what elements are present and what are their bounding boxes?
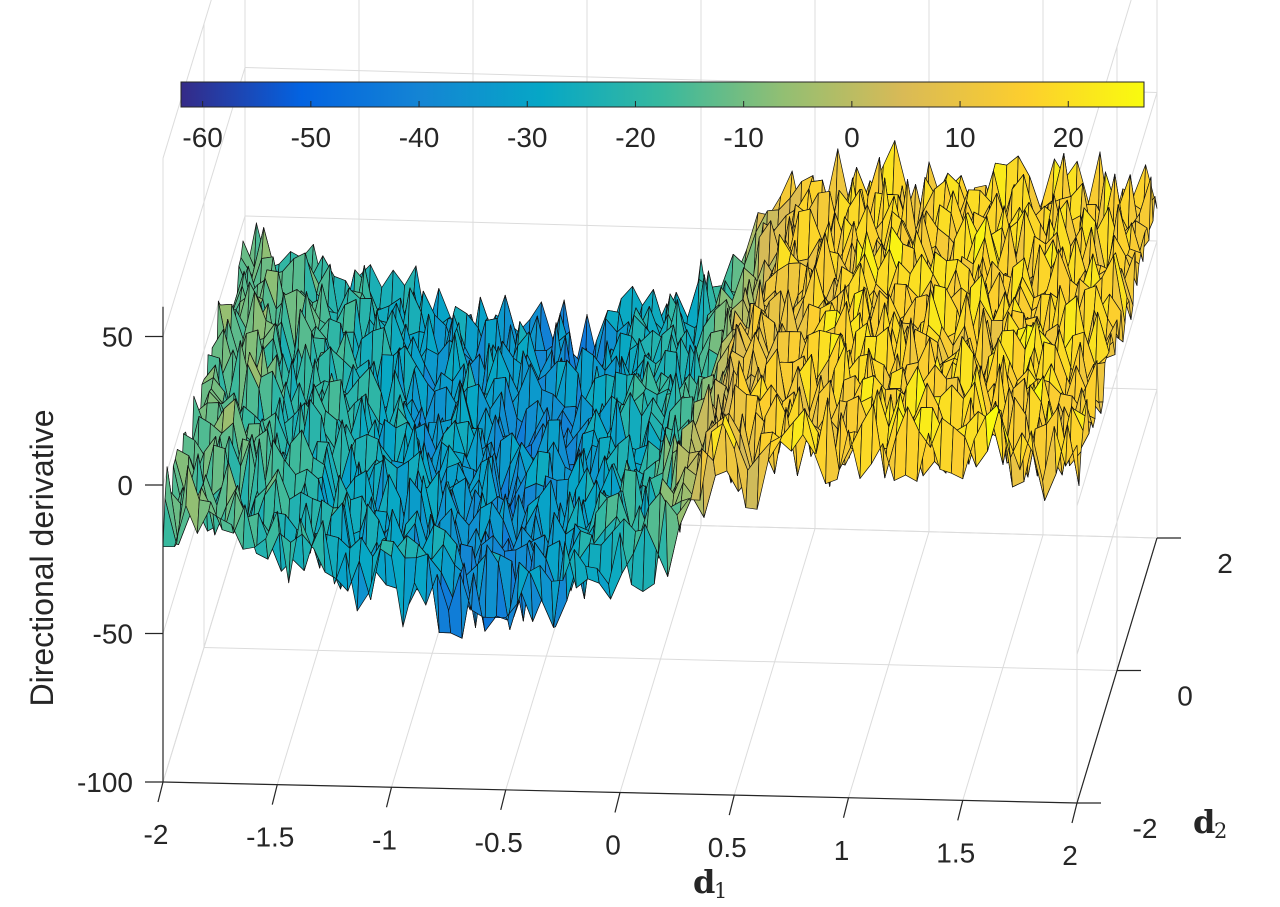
x-tick bbox=[728, 794, 735, 816]
x-axis-label: d 1 bbox=[693, 863, 727, 903]
x-tick-label: 1.5 bbox=[936, 837, 975, 868]
x-tick bbox=[614, 792, 621, 813]
x-tick-label: -1.5 bbox=[246, 822, 294, 853]
colorbar-bar bbox=[180, 81, 1145, 108]
colorbar-tick-label: 10 bbox=[944, 122, 975, 153]
x-tick-label: 2 bbox=[1062, 840, 1078, 871]
y-tick-label: 0 bbox=[1177, 681, 1193, 712]
colorbar-tick-label: 20 bbox=[1053, 122, 1084, 153]
x-tick bbox=[271, 784, 278, 805]
colorbar-tick-label: -50 bbox=[291, 122, 331, 153]
x-tick-label: -0.5 bbox=[475, 827, 523, 858]
svg-text:d: d bbox=[1193, 803, 1215, 841]
colorbar-tick-label: -30 bbox=[507, 122, 547, 153]
z-tick-label: 50 bbox=[102, 322, 133, 353]
z-tick-label: -100 bbox=[77, 767, 133, 798]
x-tick bbox=[957, 800, 964, 821]
x-tick bbox=[157, 781, 164, 803]
colorbar-tick-label: 0 bbox=[844, 122, 860, 153]
colorbar-tick-label: -40 bbox=[399, 122, 439, 153]
z-tick-label: 0 bbox=[117, 470, 133, 501]
x-tick-label: 0 bbox=[605, 830, 621, 861]
surface-facet bbox=[939, 417, 954, 474]
x-tick-label: -1 bbox=[372, 824, 397, 855]
colorbar-tick-label: -10 bbox=[723, 122, 763, 153]
surface-facet bbox=[1065, 424, 1080, 487]
x-tick bbox=[1071, 802, 1078, 824]
grid-line bbox=[203, 647, 1118, 671]
surface-mesh bbox=[162, 140, 1158, 639]
axes: -100 -50 0 50 -2 -1.5 -1 -0.5 0 0.5 1 1.5 2 -2 0 2 bbox=[77, 306, 1233, 871]
x-tick bbox=[842, 797, 850, 818]
y-tick-label: 2 bbox=[1217, 548, 1233, 579]
surface-facet bbox=[482, 615, 497, 632]
z-tick-label: -50 bbox=[93, 619, 133, 650]
x-tick-label: -2 bbox=[144, 819, 169, 850]
y-tick-label: -2 bbox=[1133, 813, 1158, 844]
colorbar-tick-label: -20 bbox=[615, 122, 655, 153]
x-tick-label: 1 bbox=[834, 835, 850, 866]
svg-text:d: d bbox=[693, 863, 715, 901]
colorbar-tick-label: -60 bbox=[182, 122, 222, 153]
surface-facet bbox=[950, 426, 966, 480]
x-tick-label: 0.5 bbox=[708, 832, 747, 863]
y-axis-label: d 2 bbox=[1193, 803, 1227, 843]
x-tick bbox=[385, 787, 393, 808]
colorbar: -60 -50 -40 -30 -20 -10 0 10 20 bbox=[180, 81, 1145, 153]
z-axis-label: Directional derivative bbox=[24, 409, 60, 706]
svg-text:2: 2 bbox=[1214, 819, 1227, 843]
svg-text:1: 1 bbox=[714, 879, 727, 903]
x-tick bbox=[500, 789, 507, 811]
